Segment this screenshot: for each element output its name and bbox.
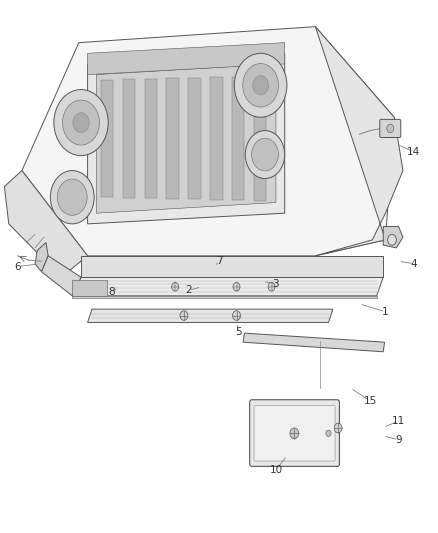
Polygon shape (188, 78, 201, 199)
Polygon shape (243, 333, 385, 352)
Circle shape (387, 124, 394, 133)
Polygon shape (123, 79, 135, 198)
Circle shape (334, 423, 342, 433)
Polygon shape (72, 280, 107, 296)
Circle shape (245, 131, 285, 179)
Circle shape (234, 53, 287, 117)
Text: 3: 3 (272, 279, 279, 288)
Polygon shape (166, 78, 179, 199)
Circle shape (243, 63, 279, 107)
Polygon shape (210, 77, 223, 200)
Circle shape (57, 179, 87, 215)
FancyBboxPatch shape (380, 119, 401, 138)
Circle shape (180, 311, 188, 320)
Circle shape (268, 282, 275, 291)
Circle shape (50, 171, 94, 224)
Text: 8: 8 (108, 287, 115, 297)
Polygon shape (72, 296, 377, 298)
Polygon shape (145, 79, 157, 198)
Polygon shape (96, 64, 276, 213)
Circle shape (251, 138, 279, 171)
Text: 10: 10 (269, 465, 283, 475)
Circle shape (63, 100, 99, 145)
Polygon shape (4, 171, 88, 277)
Polygon shape (35, 243, 48, 272)
Circle shape (54, 90, 108, 156)
Circle shape (233, 282, 240, 291)
Polygon shape (22, 27, 394, 256)
Polygon shape (88, 43, 285, 75)
Polygon shape (88, 53, 285, 224)
Polygon shape (383, 227, 403, 248)
Text: 14: 14 (407, 147, 420, 157)
Text: 11: 11 (392, 416, 405, 426)
Polygon shape (42, 256, 81, 296)
Circle shape (253, 76, 268, 95)
Polygon shape (254, 76, 266, 201)
Text: 15: 15 (364, 396, 377, 406)
Text: 4: 4 (410, 259, 417, 269)
Text: 5: 5 (235, 327, 242, 336)
Text: 7: 7 (215, 256, 223, 266)
Circle shape (73, 112, 89, 133)
Polygon shape (232, 77, 244, 200)
Polygon shape (72, 277, 383, 296)
Polygon shape (88, 309, 333, 322)
Text: 6: 6 (14, 262, 21, 271)
Polygon shape (315, 27, 403, 256)
Text: 9: 9 (395, 435, 402, 445)
Polygon shape (101, 80, 113, 197)
FancyBboxPatch shape (254, 406, 335, 461)
Text: 1: 1 (382, 307, 389, 317)
Circle shape (172, 282, 179, 291)
Circle shape (290, 428, 299, 439)
Circle shape (233, 311, 240, 320)
FancyBboxPatch shape (250, 400, 339, 466)
Text: 2: 2 (185, 286, 192, 295)
Circle shape (388, 235, 396, 245)
Polygon shape (81, 256, 383, 277)
Circle shape (326, 430, 331, 437)
